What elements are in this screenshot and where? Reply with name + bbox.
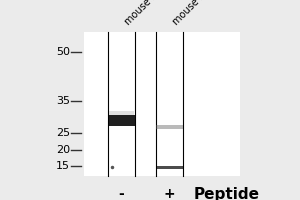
Text: 35: 35: [56, 96, 70, 106]
Bar: [108, 115, 135, 126]
Text: 25: 25: [56, 128, 70, 138]
Text: 20: 20: [56, 145, 70, 155]
Text: Peptide: Peptide: [194, 186, 260, 200]
Bar: [84, 32, 240, 176]
Bar: [156, 125, 183, 129]
Text: 15: 15: [56, 161, 70, 171]
Text: mouse lung: mouse lung: [171, 0, 219, 27]
Text: -: -: [118, 187, 124, 200]
Text: 50: 50: [56, 47, 70, 57]
Bar: [109, 111, 134, 115]
Text: +: +: [164, 187, 175, 200]
Bar: [156, 166, 183, 169]
Text: mouse lung: mouse lung: [123, 0, 171, 27]
